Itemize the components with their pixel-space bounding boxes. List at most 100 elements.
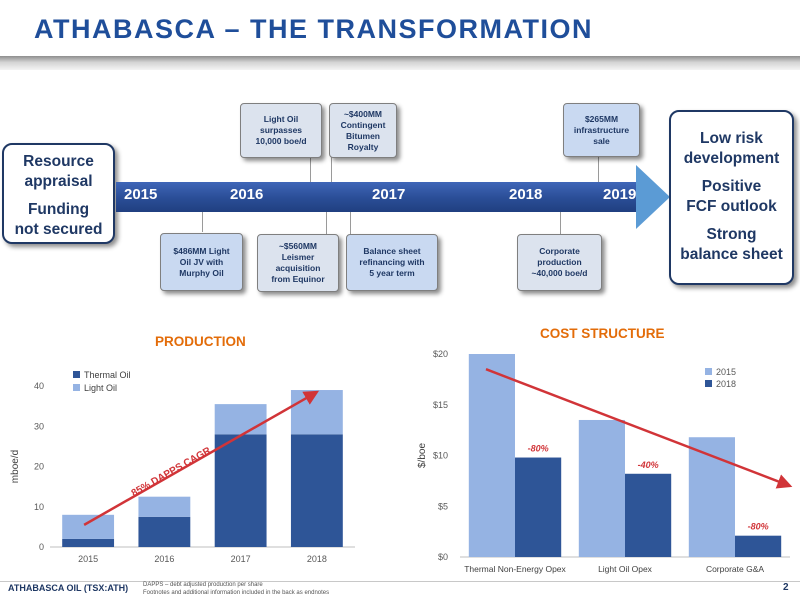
data-label: -40%: [638, 460, 659, 470]
bar-thermal-oil: [214, 434, 267, 547]
right-box-line: Strong: [706, 226, 757, 243]
bar-2015: [578, 419, 625, 557]
milestone-text: $486MM Light: [173, 245, 230, 256]
footer-company: ATHABASCA OIL (TSX:ATH): [8, 583, 129, 593]
bar-thermal-oil: [62, 538, 115, 547]
legend-swatch: [705, 380, 712, 387]
footer-note: Footnotes and additional information inc…: [143, 590, 330, 596]
y-tick-label: 20: [34, 462, 44, 472]
timeline-connector: [560, 212, 561, 234]
y-tick-label: $15: [433, 400, 448, 410]
cagr-annotation: 85% DAPPS CAGR: [130, 445, 214, 499]
milestone-text: Royalty: [347, 141, 379, 152]
legend-label: Thermal Oil: [84, 370, 131, 380]
outlook-box: Low risk development Positive FCF outloo…: [669, 110, 794, 285]
bar-2015: [468, 354, 515, 557]
y-axis-label: mboe/d: [10, 450, 21, 483]
footer-divider: [0, 581, 800, 582]
timeline-connector: [331, 157, 332, 182]
timeline-connector: [202, 212, 203, 232]
y-tick-label: 30: [34, 421, 44, 431]
timeline-connector: [350, 212, 351, 234]
milestone-text: refinancing with: [359, 257, 425, 267]
growth-arrow: [83, 390, 320, 526]
legend-label: 2018: [716, 379, 736, 389]
milestone-text: acquisition: [275, 263, 321, 273]
y-tick-label: 10: [34, 502, 44, 512]
left-box-line: appraisal: [24, 173, 93, 190]
timeline-connector: [326, 212, 327, 234]
timeline-year: 2017: [372, 186, 406, 203]
timeline-year: 2019: [603, 186, 637, 203]
y-axis-label: $/boe: [417, 443, 428, 468]
milestone-text: production: [537, 257, 582, 267]
milestone-text: Corporate: [539, 246, 580, 256]
cost-structure-chart: $0 $5 $10 $15 $20 $/boe -80% Thermal Non-Energy…: [417, 349, 793, 574]
milestone-text: 10,000 boe/d: [255, 136, 307, 146]
y-tick-label: $5: [438, 501, 448, 511]
right-box-line: development: [683, 150, 780, 167]
data-label: -80%: [528, 444, 549, 454]
y-tick-label: $0: [438, 552, 448, 562]
y-tick-label: 0: [39, 542, 44, 552]
milestone-corporate-production: Corporate production ~40,000 boe/d: [517, 234, 602, 291]
bar-light-oil: [290, 390, 343, 435]
right-box-line: FCF outlook: [686, 198, 777, 215]
timeline-year: 2018: [509, 186, 543, 203]
data-label: -80%: [748, 522, 769, 532]
milestone-light-oil: Light Oil surpasses 10,000 boe/d: [240, 103, 322, 158]
y-tick-label: 40: [34, 381, 44, 391]
legend-label: 2015: [716, 367, 736, 377]
milestone-text: Oil JV with: [179, 256, 224, 267]
left-box-line: Funding: [27, 201, 90, 218]
timeline-year: 2015: [124, 186, 158, 203]
right-box-line: Low risk: [700, 130, 763, 147]
milestone-text: Contingent: [340, 119, 386, 130]
page-title: ATHABASCA – THE TRANSFORMATION: [34, 14, 593, 44]
cost-reduction-arrow: [485, 368, 793, 489]
bar-light-oil: [62, 514, 115, 539]
x-tick-label: Light Oil Opex: [598, 564, 653, 574]
resource-appraisal-box: Resource appraisal Funding not secured: [2, 143, 115, 244]
milestone-text: Light Oil: [263, 114, 299, 124]
legend-swatch: [73, 384, 80, 391]
bar-light-oil: [214, 404, 267, 435]
bar-2018: [735, 535, 782, 557]
left-box-line: not secured: [14, 221, 103, 238]
timeline-connector: [598, 157, 599, 182]
milestone-text: Murphy Oil: [179, 267, 224, 278]
x-tick-label: Corporate G&A: [706, 564, 764, 574]
y-tick-label: $10: [433, 451, 448, 461]
cost-chart-title: COST STRUCTURE: [540, 326, 665, 341]
milestone-text: Leismer: [281, 252, 315, 262]
bar-light-oil: [138, 496, 191, 517]
legend-label: Light Oil: [84, 383, 117, 393]
milestone-text: ~40,000 boe/d: [531, 268, 588, 278]
bar-thermal-oil: [138, 516, 191, 547]
x-tick-label: 2015: [78, 554, 98, 564]
bar-2018: [625, 473, 672, 557]
x-tick-label: 2017: [231, 554, 251, 564]
milestone-text: $265MM: [584, 113, 619, 124]
page-number: 2: [783, 582, 789, 593]
bar-2018: [515, 457, 562, 557]
right-box-line: balance sheet: [680, 246, 783, 263]
milestone-text: sale: [593, 135, 610, 146]
milestone-refinancing: Balance sheet refinancing with 5 year te…: [346, 234, 438, 291]
legend-swatch: [705, 368, 712, 375]
milestone-text: surpasses: [259, 125, 303, 135]
production-chart: 0 10 20 30 40 mboe/d 2015 2016 2017 2018 Thermal O…: [10, 370, 355, 564]
milestone-royalty: ~$400MM Contingent Bitumen Royalty: [329, 103, 397, 158]
timeline-year: 2016: [230, 186, 264, 203]
x-tick-label: 2018: [307, 554, 327, 564]
milestone-text: 5 year term: [369, 268, 415, 278]
milestone-leismer: ~$560MM Leismer acquisition from Equinor: [257, 234, 339, 292]
timeline-connector: [310, 157, 311, 182]
milestone-text: infrastructure: [573, 124, 630, 135]
bar-thermal-oil: [290, 434, 343, 547]
milestone-text: from Equinor: [271, 274, 325, 284]
milestone-infrastructure-sale: $265MM infrastructure sale: [563, 103, 640, 157]
left-box-line: Resource: [23, 153, 94, 170]
x-tick-label: 2016: [154, 554, 174, 564]
